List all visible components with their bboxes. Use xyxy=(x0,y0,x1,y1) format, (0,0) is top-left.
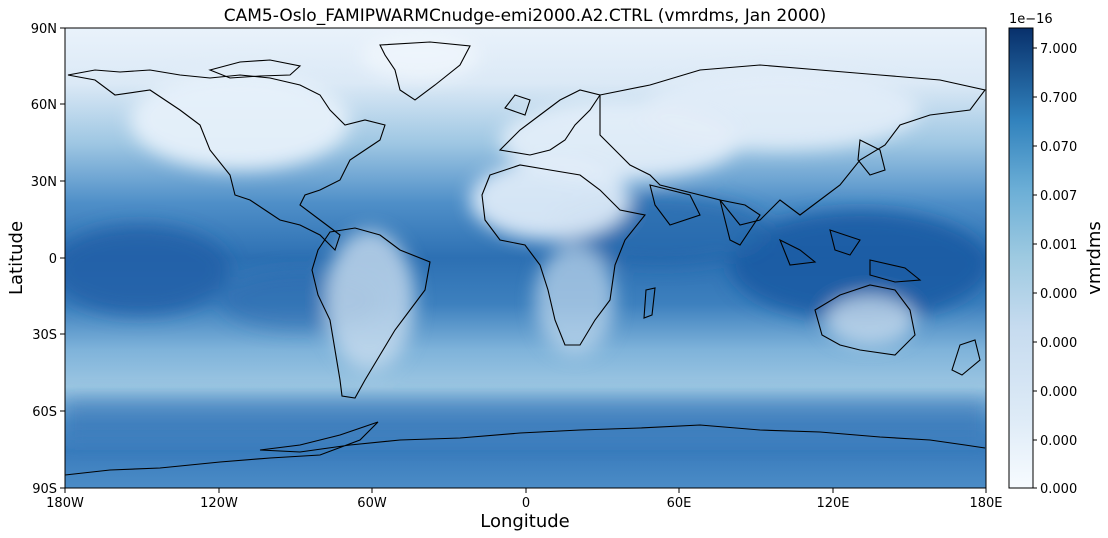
x-tick-label: 180E xyxy=(969,496,1002,511)
x-axis: 180W 120W 60W 0 60E 120E 180E xyxy=(46,488,1003,511)
colorbar-tick-label: 0.000 xyxy=(1040,336,1077,351)
y-tick-label: 60N xyxy=(31,98,57,113)
x-tick-label: 120E xyxy=(816,496,849,511)
colorbar-tick-label: 0.001 xyxy=(1040,238,1077,253)
colorbar-tick-label: 0.000 xyxy=(1040,482,1077,497)
colorbar-label: vmrdms xyxy=(1084,221,1105,295)
x-tick-label: 60W xyxy=(357,496,387,511)
x-tick-label: 0 xyxy=(522,496,530,511)
colorbar-tick-label: 0.000 xyxy=(1040,385,1077,400)
y-tick-label: 60S xyxy=(32,405,57,420)
y-tick-label: 30N xyxy=(31,175,57,190)
x-tick-label: 180W xyxy=(46,496,84,511)
y-tick-label: 0 xyxy=(49,252,57,267)
colorbar-offset-label: 1e−16 xyxy=(1009,12,1053,27)
x-tick-label: 60E xyxy=(667,496,692,511)
colorbar: 1e−16 7.000 0.700 0.070 0.007 0.001 0.00… xyxy=(1008,12,1105,497)
colorbar-tick-label: 0.007 xyxy=(1040,189,1077,204)
x-axis-label: Longitude xyxy=(480,511,570,532)
colorbar-tick-label: 0.000 xyxy=(1040,287,1077,302)
data-field xyxy=(65,28,986,488)
colorbar-gradient xyxy=(1008,27,1034,489)
colorbar-tick-label: 0.070 xyxy=(1040,140,1077,155)
coastlines xyxy=(65,41,986,476)
y-axis: 90N 60N 30N 0 30S 60S 90S xyxy=(31,22,65,497)
y-tick-label: 90S xyxy=(32,482,57,497)
y-tick-label: 90N xyxy=(31,22,57,37)
y-tick-label: 30S xyxy=(32,328,57,343)
colorbar-tick-label: 0.000 xyxy=(1040,434,1077,449)
colorbar-tick-label: 0.700 xyxy=(1040,91,1077,106)
x-tick-label: 120W xyxy=(200,496,238,511)
colorbar-tick-label: 7.000 xyxy=(1040,42,1077,57)
y-axis-label: Latitude xyxy=(6,221,27,295)
map-title: CAM5-Oslo_FAMIPWARMCnudge-emi2000.A2.CTR… xyxy=(224,6,826,26)
